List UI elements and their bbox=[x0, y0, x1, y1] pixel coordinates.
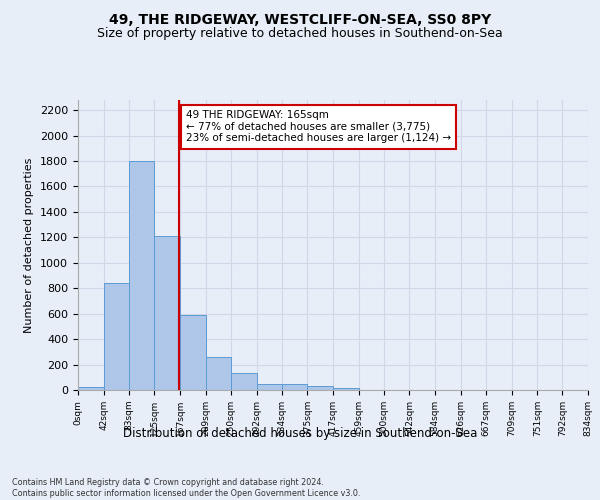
Text: Size of property relative to detached houses in Southend-on-Sea: Size of property relative to detached ho… bbox=[97, 28, 503, 40]
Bar bbox=[104, 282, 129, 390]
Bar bbox=[154, 236, 180, 390]
Bar bbox=[129, 161, 154, 390]
Bar bbox=[180, 315, 206, 390]
Bar bbox=[206, 357, 231, 390]
Text: 49 THE RIDGEWAY: 165sqm
← 77% of detached houses are smaller (3,775)
23% of semi: 49 THE RIDGEWAY: 165sqm ← 77% of detache… bbox=[186, 110, 451, 144]
Bar bbox=[78, 387, 104, 390]
Bar bbox=[307, 386, 333, 390]
Y-axis label: Number of detached properties: Number of detached properties bbox=[25, 158, 34, 332]
Text: 49, THE RIDGEWAY, WESTCLIFF-ON-SEA, SS0 8PY: 49, THE RIDGEWAY, WESTCLIFF-ON-SEA, SS0 … bbox=[109, 12, 491, 26]
Text: Contains HM Land Registry data © Crown copyright and database right 2024.
Contai: Contains HM Land Registry data © Crown c… bbox=[12, 478, 361, 498]
Bar bbox=[333, 388, 359, 390]
Bar bbox=[282, 384, 307, 390]
Bar bbox=[231, 374, 257, 390]
Bar bbox=[257, 384, 282, 390]
Text: Distribution of detached houses by size in Southend-on-Sea: Distribution of detached houses by size … bbox=[123, 428, 477, 440]
